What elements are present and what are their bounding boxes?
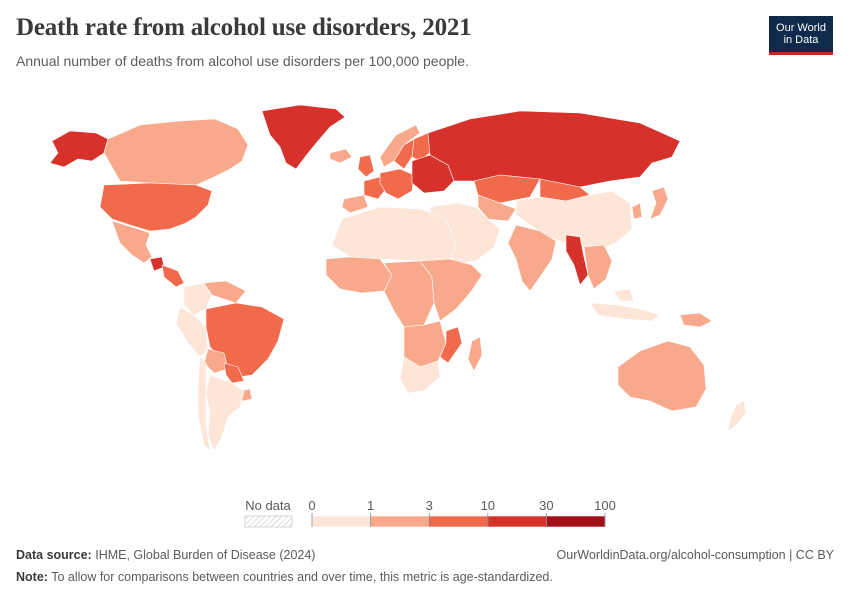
chart-title: Death rate from alcohol use disorders, 2… <box>16 14 472 41</box>
region-myanmar[interactable] <box>565 234 589 286</box>
legend-no-data-label: No data <box>245 498 291 513</box>
legend-no-data-swatch <box>244 515 293 528</box>
logo-line-1: Our World <box>776 22 826 34</box>
legend-tick-label: 1 <box>367 498 374 513</box>
data-source-label: Data source: <box>16 548 92 562</box>
region-paraguay[interactable] <box>223 362 245 384</box>
region-papua-new-guinea[interactable] <box>679 312 713 328</box>
world-map <box>49 104 747 452</box>
region-russia[interactable] <box>427 110 681 188</box>
region-india[interactable] <box>507 224 557 292</box>
region-central-europe[interactable] <box>379 168 415 200</box>
source-url[interactable]: OurWorldinData.org/alcohol-consumption |… <box>556 548 834 562</box>
region-peru[interactable] <box>175 306 209 358</box>
note: Note: To allow for comparisons between c… <box>16 570 553 584</box>
region-korea-japan[interactable] <box>631 186 669 220</box>
region-united-states[interactable] <box>99 182 213 232</box>
note-text: To allow for comparisons between countri… <box>51 570 553 584</box>
region-south-africa[interactable] <box>399 356 441 394</box>
region-greenland[interactable] <box>261 104 346 170</box>
region-southeast-asia[interactable] <box>583 244 613 290</box>
legend-bin-3[interactable] <box>487 515 547 528</box>
region-chile[interactable] <box>197 356 211 452</box>
legend-tick-label: 30 <box>539 498 553 513</box>
data-source-text[interactable]: IHME, Global Burden of Disease (2024) <box>95 548 316 562</box>
legend-tick-label: 10 <box>481 498 495 513</box>
region-canada[interactable] <box>103 118 249 186</box>
region-mozambique[interactable] <box>439 326 463 364</box>
owid-logo[interactable]: Our World in Data <box>769 16 833 55</box>
legend-bin-0[interactable] <box>311 515 371 528</box>
chart-subtitle: Annual number of deaths from alcohol use… <box>16 53 469 69</box>
legend-bin-1[interactable] <box>370 515 430 528</box>
region-bolivia[interactable] <box>203 348 229 374</box>
region-venezuela[interactable] <box>203 280 247 304</box>
note-label: Note: <box>16 570 48 584</box>
legend-tick-label: 100 <box>594 498 616 513</box>
data-source: Data source: IHME, Global Burden of Dise… <box>16 548 315 562</box>
legend-tick-label: 0 <box>308 498 315 513</box>
legend-tick-label: 3 <box>426 498 433 513</box>
legend-bin-2[interactable] <box>428 515 489 528</box>
region-china[interactable] <box>515 190 633 252</box>
region-indonesia[interactable] <box>589 288 661 322</box>
region-spain[interactable] <box>341 194 369 214</box>
region-australia[interactable] <box>617 340 707 412</box>
region-madagascar[interactable] <box>467 336 483 372</box>
region-argentina[interactable] <box>205 374 245 452</box>
region-new-zealand[interactable] <box>727 400 747 432</box>
region-alaska[interactable] <box>49 130 109 168</box>
region-finland[interactable] <box>411 132 433 162</box>
region-norway[interactable] <box>379 124 421 168</box>
region-united-kingdom[interactable] <box>357 154 375 178</box>
region-mexico[interactable] <box>111 220 153 264</box>
legend-bin-4[interactable] <box>546 515 606 528</box>
region-iceland[interactable] <box>329 148 353 164</box>
region-east-africa[interactable] <box>419 258 483 322</box>
region-central-america[interactable] <box>161 264 185 288</box>
region-central-asia[interactable] <box>477 194 517 222</box>
logo-line-2: in Data <box>783 34 819 46</box>
